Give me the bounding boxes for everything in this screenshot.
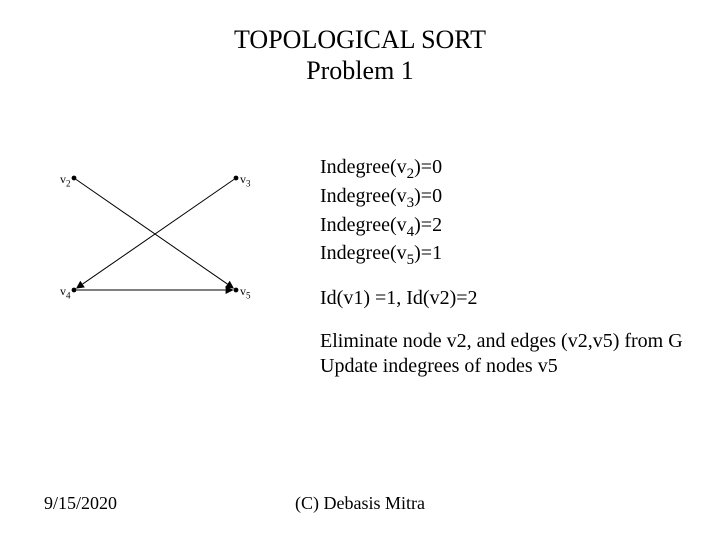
- id-line: Id(v1) =1, Id(v2)=2: [320, 286, 700, 311]
- graph-node: [234, 176, 239, 181]
- indegree-line: Indegree(v4)=2: [320, 213, 700, 242]
- title-line-1: TOPOLOGICAL SORT: [234, 25, 486, 54]
- page-title: TOPOLOGICAL SORT Problem 1: [0, 24, 720, 86]
- indegree-line: Indegree(v5)=1: [320, 241, 700, 270]
- graph-edge: [76, 286, 233, 294]
- graph-node: [72, 176, 77, 181]
- graph-node: [72, 288, 77, 293]
- copyright: (C) Debasis Mitra: [0, 493, 720, 514]
- indegree-line: Indegree(v3)=0: [320, 184, 700, 213]
- explanation-line-2: Update indegrees of nodes v5: [320, 354, 700, 379]
- graph-node-label: v5: [240, 284, 251, 300]
- graph-node-label: v3: [240, 172, 251, 188]
- indegree-line: Indegree(v2)=0: [320, 155, 700, 184]
- graph-node-label: v4: [60, 284, 71, 300]
- graph-node: [234, 288, 239, 293]
- graph-svg: [60, 160, 250, 310]
- explanation-line-1: Eliminate node v2, and edges (v2,v5) fro…: [320, 329, 700, 354]
- graph-node-label: v2: [60, 172, 71, 188]
- graph-diagram: v2 v3 v4 v5: [60, 160, 250, 310]
- text-block: Indegree(v2)=0Indegree(v3)=0Indegree(v4)…: [320, 155, 700, 379]
- indegree-list: Indegree(v2)=0Indegree(v3)=0Indegree(v4)…: [320, 155, 700, 270]
- explanation: Eliminate node v2, and edges (v2,v5) fro…: [320, 329, 700, 379]
- title-line-2: Problem 1: [306, 56, 414, 85]
